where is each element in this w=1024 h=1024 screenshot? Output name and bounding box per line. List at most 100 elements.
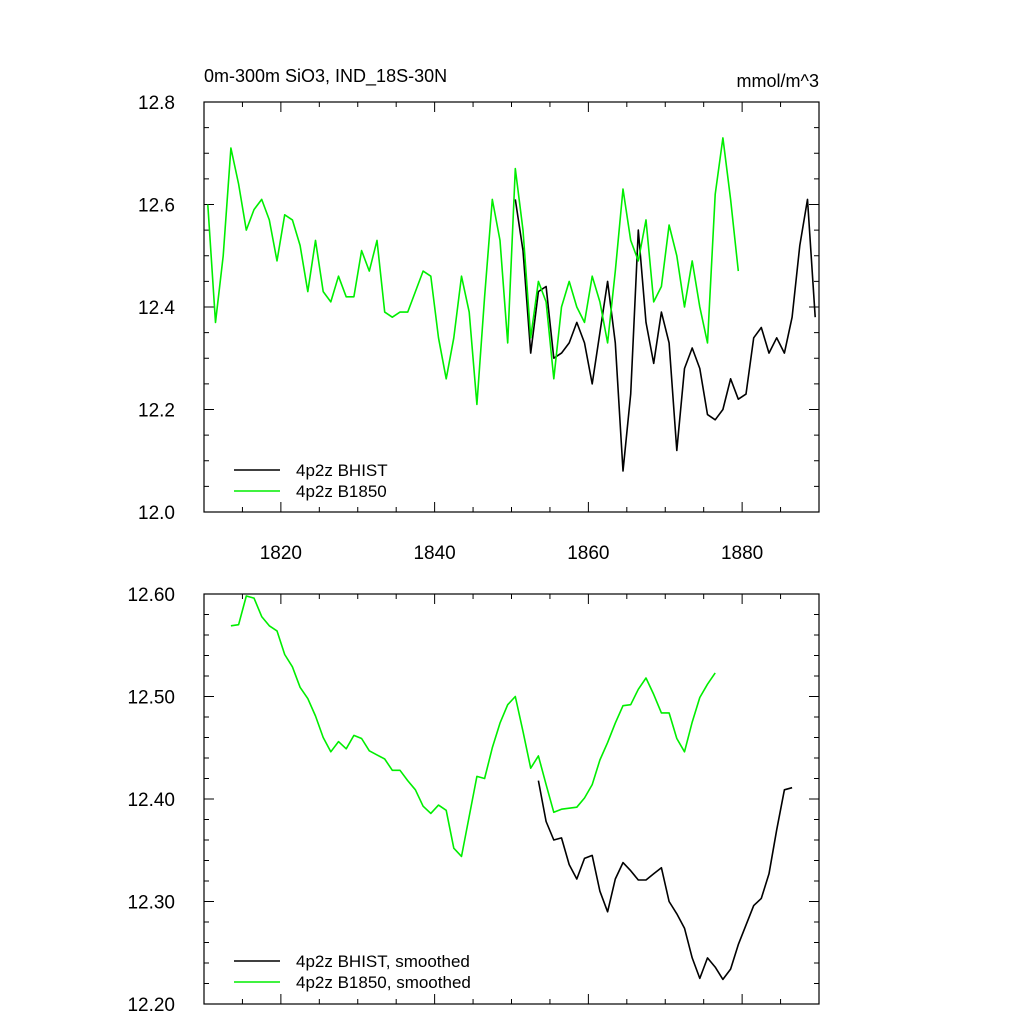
data-point [629,239,631,241]
data-point [299,686,301,688]
legend: 4p2z BHIST, smoothed 4p2z B1850, smoothe… [234,952,471,992]
series-line-1 [207,137,740,406]
data-point [553,839,555,841]
data-point [768,352,770,354]
data-point [622,188,624,190]
series-lines [207,137,816,472]
data-point [706,342,708,344]
data-point [214,321,216,323]
data-point [729,968,731,970]
data-point [483,777,485,779]
data-point [537,755,539,757]
data-point [307,697,309,699]
data-point [591,275,593,277]
data-point [414,789,416,791]
data-point [460,275,462,277]
data-point [560,808,562,810]
data-point [576,321,578,323]
data-point [468,311,470,313]
data-point [545,820,547,822]
data-point [622,470,624,472]
series-line-0 [537,780,793,981]
data-point [783,352,785,354]
data-point [629,393,631,395]
data-point [722,137,724,139]
data-point [483,296,485,298]
data-point [345,296,347,298]
data-point [468,815,470,817]
data-point [560,352,562,354]
data-point [814,316,816,318]
data-point [668,224,670,226]
legend-label-b1850-smoothed: 4p2z B1850, smoothed [296,973,471,992]
data-point [476,403,478,405]
data-point [768,873,770,875]
tick-labels: 12.0 12.2 12.4 12.6 12.8 1820 1840 1860 1880 [138,93,763,564]
data-point [506,342,508,344]
y-tick-label: 12.30 [127,893,175,914]
data-point [253,597,255,599]
data-point [676,449,678,451]
data-point [245,229,247,231]
data-point [660,866,662,868]
data-point [653,362,655,364]
data-point [676,255,678,257]
data-point [791,316,793,318]
plot-frame [203,101,820,513]
y-tick-label: 12.8 [138,93,175,114]
data-point [430,275,432,277]
data-point [653,693,655,695]
data-point [683,367,685,369]
data-point [583,857,585,859]
data-point [653,873,655,875]
data-point [599,331,601,333]
data-point [591,383,593,385]
data-point [645,677,647,679]
data-point [591,854,593,856]
data-point [576,306,578,308]
data-point [676,913,678,915]
data-point [445,378,447,380]
data-point [399,311,401,313]
data-point [706,683,708,685]
data-point [706,413,708,415]
data-point [668,712,670,714]
data-point [599,890,601,892]
data-point [537,779,539,781]
data-point [683,751,685,753]
data-point [553,378,555,380]
data-point [606,911,608,913]
data-point [530,767,532,769]
data-point [260,198,262,200]
y-tick-label: 12.4 [138,298,175,319]
data-point [760,897,762,899]
data-point [752,904,754,906]
data-point [430,812,432,814]
data-point [299,244,301,246]
data-point [568,807,570,809]
data-point [729,378,731,380]
data-point [691,347,693,349]
data-point [706,957,708,959]
data-point [583,797,585,799]
data-point [806,198,808,200]
data-point [752,337,754,339]
data-point [568,280,570,282]
data-point [714,966,716,968]
data-point [660,311,662,313]
data-point [645,219,647,221]
y-tick-label: 12.50 [127,688,175,709]
data-point [699,306,701,308]
data-point [230,147,232,149]
data-point [660,285,662,287]
data-point [645,321,647,323]
data-point [422,270,424,272]
legend-label-bhist: 4p2z BHIST [296,461,388,480]
data-point [622,705,624,707]
data-point [699,977,701,979]
data-point [629,704,631,706]
data-point [637,879,639,881]
data-point [668,900,670,902]
data-point [222,255,224,257]
data-point [776,829,778,831]
